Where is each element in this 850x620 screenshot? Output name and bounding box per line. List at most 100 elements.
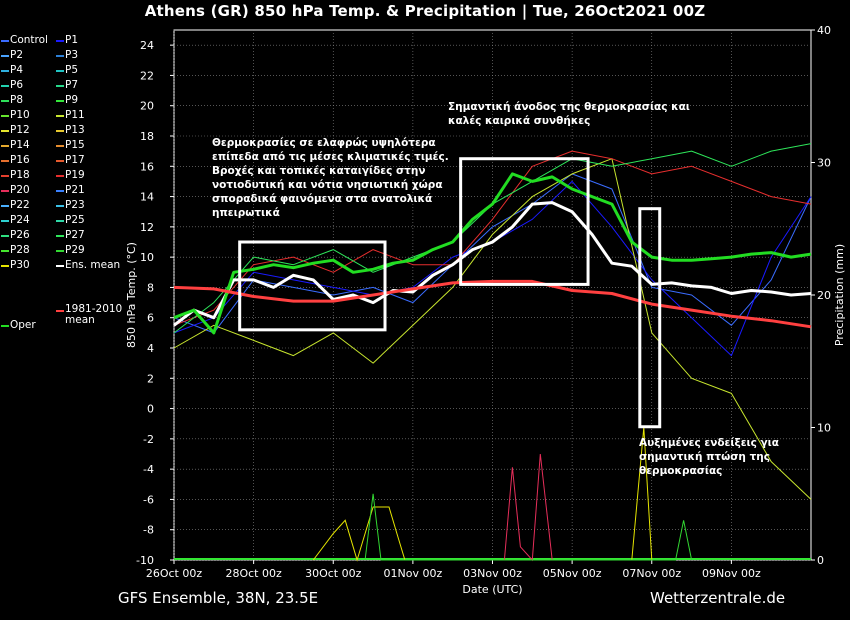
y-tick-label: 6: [147, 312, 154, 325]
legend-label: P14: [10, 139, 30, 151]
y-tick-label: 12: [140, 221, 154, 234]
legend-label: P10: [10, 109, 30, 121]
y-tick-label: 2: [147, 372, 154, 385]
annotation-drop: Αυξημένες ενδείξεις για σημαντική πτώση …: [639, 436, 779, 478]
legend-label: P25: [65, 214, 85, 226]
legend-swatch: [56, 235, 64, 237]
annotation-line: νοτιοδυτική και νότια νησιωτική χώρα: [212, 179, 443, 191]
y-tick-label: 0: [147, 403, 154, 416]
x-tick-label: 28Oct 00z: [225, 567, 282, 580]
legend-label: Oper: [10, 319, 36, 331]
legend-swatch: [1, 205, 9, 207]
annotation-box: [638, 207, 662, 429]
legend-swatch: [56, 205, 64, 207]
x-tick-label: 07Nov 00z: [622, 567, 681, 580]
legend-swatch: [1, 325, 9, 327]
annotation-rise: Σημαντική άνοδος της θερμοκρασίας και κα…: [448, 100, 690, 128]
annotation-line: σποραδικά φαινόμενα στα ανατολικά: [212, 193, 433, 205]
legend-label: P26: [10, 229, 30, 241]
x-tick-label: 01Nov 00z: [384, 567, 443, 580]
y-axis-label: 850 hPa Temp. (°C): [125, 242, 138, 348]
legend-label: P19: [65, 169, 85, 181]
legend-swatch: [56, 100, 64, 102]
y-tick-label: 16: [140, 160, 154, 173]
chart-title: Athens (GR) 850 hPa Temp. & Precipitatio…: [144, 2, 706, 20]
legend-swatch: [1, 175, 9, 177]
legend-swatch: [1, 250, 9, 252]
legend-swatch: [56, 115, 64, 117]
precip-series: [364, 493, 693, 561]
legend-swatch: [56, 70, 64, 72]
legend-swatch: [1, 70, 9, 72]
legend-swatch: [1, 265, 9, 267]
legend-swatch: [56, 310, 64, 312]
y-tick-label: 24: [140, 39, 154, 52]
annotation-line: θερμοκρασίας: [639, 465, 723, 477]
legend-label: P27: [65, 229, 85, 241]
legend-label: P15: [65, 139, 85, 151]
annotation-line: Θερμοκρασίες σε ελαφρώς υψηλότερα: [212, 137, 436, 149]
footer-model-info: GFS Ensemble, 38N, 23.5E: [118, 589, 319, 607]
legend-label: P20: [10, 184, 30, 196]
legend-label: P6: [10, 79, 24, 91]
y2-tick-label: 10: [817, 422, 831, 435]
series-line: [173, 279, 812, 329]
annotation-line: Σημαντική άνοδος της θερμοκρασίας και: [448, 101, 690, 113]
legend-label: P1: [65, 34, 79, 46]
legend-label: P29: [65, 244, 85, 256]
legend-swatch: [56, 145, 64, 147]
legend-label: 1981-2010 mean: [65, 303, 123, 326]
series-line: [173, 150, 812, 326]
series-line: [173, 201, 812, 327]
legend-swatch: [1, 190, 9, 192]
legend-label: P9: [65, 94, 79, 106]
legend-label: P8: [10, 94, 24, 106]
annotation-line: Αυξημένες ενδείξεις για: [639, 437, 779, 449]
footer-site-name: Wetterzentrale.de: [650, 589, 786, 607]
y2-tick-label: 40: [817, 24, 831, 37]
legend-label: P13: [65, 124, 85, 136]
y-tick-label: -10: [136, 554, 154, 567]
y-tick-label: 18: [140, 130, 154, 143]
annotation-line: επίπεδα από τις μέσες κλιματικές τιμές.: [212, 151, 449, 163]
y-tick-label: -4: [143, 463, 154, 476]
y-tick-label: 8: [147, 281, 154, 294]
legend-swatch: [1, 100, 9, 102]
annotation-line: σημαντική πτώση της: [639, 451, 770, 463]
legend-swatch: [56, 265, 64, 267]
legend-swatch: [1, 160, 9, 162]
legend-label: P28: [10, 244, 30, 256]
x-tick-label: 09Nov 00z: [702, 567, 761, 580]
annotation-mild: Θερμοκρασίες σε ελαφρώς υψηλότερα επίπεδ…: [212, 136, 449, 220]
x-tick-label: 03Nov 00z: [463, 567, 522, 580]
legend-swatch: [1, 145, 9, 147]
y-tick-label: 22: [140, 69, 154, 82]
y-tick-label: 20: [140, 100, 154, 113]
legend-label: P4: [10, 64, 24, 76]
legend-label: P23: [65, 199, 85, 211]
series-line: [173, 172, 812, 335]
legend-label: P18: [10, 169, 30, 181]
legend-swatch: [56, 175, 64, 177]
legend-swatch: [56, 250, 64, 252]
x-tick-label: 05Nov 00z: [543, 567, 602, 580]
precip-series: [312, 427, 653, 562]
legend-swatch: [1, 85, 9, 87]
legend-label: P11: [65, 109, 85, 121]
legend-label: P2: [10, 49, 24, 61]
legend-swatch: [1, 235, 9, 237]
legend-swatch: [1, 220, 9, 222]
y-tick-label: -6: [143, 493, 154, 506]
y2-tick-label: 30: [817, 157, 831, 170]
legend-swatch: [56, 190, 64, 192]
legend-label: P22: [10, 199, 30, 211]
legend-label: P5: [65, 64, 79, 76]
legend-swatch: [1, 115, 9, 117]
series-line: [173, 158, 812, 500]
annotation-box: [238, 240, 387, 332]
legend-label: P17: [65, 154, 85, 166]
y-tick-label: 4: [147, 342, 154, 355]
legend-label: P30: [10, 259, 30, 271]
annotation-line: καλές καιρικά συνθήκες: [448, 115, 591, 127]
